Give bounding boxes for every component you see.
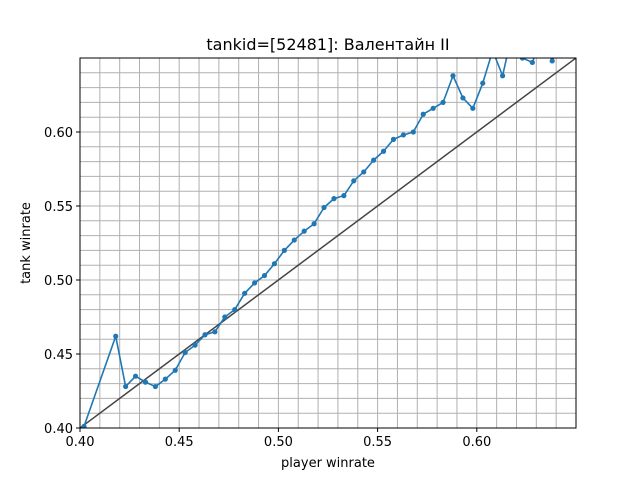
grid [80, 58, 576, 428]
data-point [142, 379, 149, 385]
data-point [549, 58, 555, 64]
data-point [390, 136, 397, 142]
data-point [371, 157, 377, 163]
chart-title: tankid=[52481]: Валентайн II [206, 35, 449, 54]
x-tick-label: 0.45 [165, 435, 194, 450]
data-point [460, 95, 466, 101]
data-point [172, 367, 178, 373]
plot-frame [79, 57, 577, 429]
y-tick-label: 0.60 [44, 126, 73, 141]
series-layer [81, 58, 555, 428]
y-axis-label: tank winrate [19, 202, 34, 284]
data-point [529, 59, 535, 66]
data-point [380, 148, 387, 154]
data-point [400, 132, 406, 138]
data-point [123, 383, 129, 390]
data-point [242, 290, 248, 296]
data-point [331, 196, 337, 202]
data-point [341, 193, 347, 199]
y-tick-label: 0.40 [44, 422, 73, 437]
data-point [182, 349, 188, 356]
x-axis-label: player winrate [281, 456, 375, 471]
data-point [311, 221, 317, 227]
data-point [251, 280, 258, 286]
ticks: 0.40 0.45 0.50 0.55 0.60 0.40 0.45 0.50 0.55 0.60 [44, 126, 491, 450]
x-tick-label: 0.55 [363, 435, 392, 450]
x-tick-label: 0.40 [66, 435, 95, 450]
reference-line-layer [80, 58, 576, 428]
data-point [212, 329, 218, 335]
data-point [499, 73, 506, 79]
data-point [410, 129, 416, 135]
data-point [81, 423, 87, 428]
data-point [301, 228, 307, 234]
data-point [132, 373, 139, 379]
data-point [222, 314, 228, 320]
data-point [152, 383, 158, 390]
data-point [351, 178, 357, 184]
data-point [321, 204, 327, 211]
y-tick-label: 0.50 [44, 274, 73, 289]
data-point [261, 272, 268, 279]
data-point [232, 307, 238, 313]
data-point [113, 333, 119, 339]
data-point [291, 237, 297, 243]
data-point [162, 376, 168, 382]
data-point [202, 332, 208, 338]
data-point [420, 111, 426, 117]
data-point [430, 105, 436, 111]
data-point [361, 169, 367, 175]
data-point [440, 99, 446, 105]
data-point [281, 247, 287, 253]
data-point [450, 73, 456, 79]
data-point [470, 105, 476, 111]
y-tick-label: 0.55 [44, 200, 73, 215]
y-tick-label: 0.45 [44, 348, 73, 363]
x-tick-label: 0.50 [264, 435, 293, 450]
data-point [519, 58, 526, 61]
series-line [83, 58, 555, 427]
data-point [271, 261, 278, 267]
data-point [480, 80, 486, 86]
x-tick-label: 0.60 [462, 435, 491, 450]
data-point [192, 342, 198, 348]
reference-line [80, 58, 576, 428]
